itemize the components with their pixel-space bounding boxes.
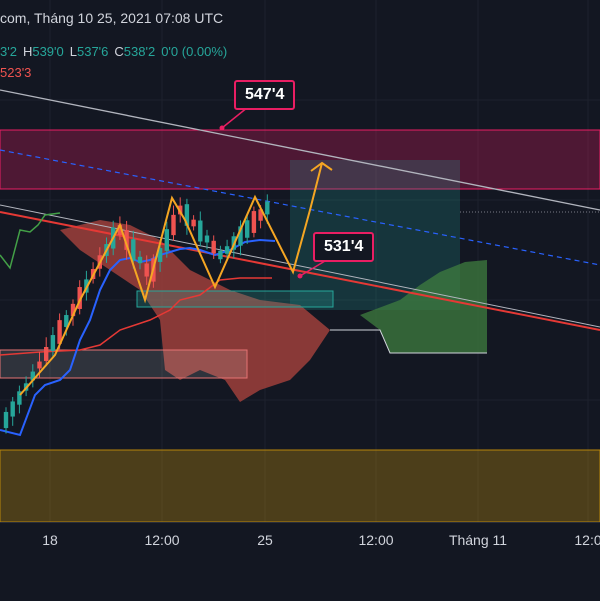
candle-body — [204, 235, 210, 243]
candle-body — [218, 250, 223, 260]
candle-body — [164, 229, 169, 251]
cloud-edge — [330, 329, 487, 354]
ohlc-field: 0'0 (0.00%) — [161, 44, 228, 59]
ohlc-field: C538'2 — [114, 44, 156, 59]
candle-body — [124, 230, 129, 250]
callout-anchor — [219, 125, 225, 131]
ohlc-field: H539'0 — [22, 44, 64, 59]
x-tick-label: 25 — [257, 532, 273, 548]
channel-lower-line — [0, 211, 600, 331]
channel-lower-line — [0, 204, 600, 328]
candle-body — [10, 401, 15, 417]
candle-body — [44, 347, 49, 361]
candle-body — [258, 209, 263, 221]
indicator-value: 523'3 — [0, 65, 32, 80]
ichimoku-cloud-bearish — [60, 220, 330, 402]
candle-body — [238, 226, 243, 246]
x-tick-label: 12:00 — [358, 532, 394, 548]
candle-body — [211, 240, 216, 254]
x-tick-label: 12:0 — [574, 532, 600, 548]
candle-body — [57, 320, 62, 344]
x-tick-label: Tháng 11 — [448, 532, 508, 548]
ohlc-field: 3'2 — [0, 44, 17, 59]
range-box — [0, 349, 248, 379]
support-zone — [0, 449, 600, 523]
candle-body — [144, 263, 149, 277]
callout-anchor — [297, 273, 303, 279]
resistance-zone — [0, 129, 600, 190]
candle-body — [171, 214, 176, 236]
zigzag-pattern — [19, 162, 323, 396]
price-label-upper[interactable]: 547'4 — [234, 80, 296, 110]
chart-title: com, Tháng 10 25, 2021 07:08 UTC — [0, 10, 224, 26]
candle-body — [3, 411, 9, 429]
candle-body — [131, 239, 136, 261]
x-tick-label: 12:00 — [144, 532, 180, 548]
candle-body — [224, 246, 230, 254]
ohlc-field: L537'6 — [69, 44, 109, 59]
candle-body — [77, 287, 82, 309]
candle-body — [50, 335, 56, 351]
candle-body — [17, 391, 22, 405]
ichimoku-cloud-bullish — [360, 260, 487, 353]
arrow-head — [310, 161, 333, 172]
candle-body — [198, 220, 203, 242]
time-axis[interactable] — [0, 522, 600, 601]
x-tick-label: 18 — [42, 532, 58, 548]
channel-upper-line — [0, 89, 600, 211]
candle-body — [70, 303, 76, 317]
price-label-lower[interactable]: 531'4 — [313, 232, 375, 262]
channel-mid-line — [0, 149, 600, 266]
candle-body — [37, 361, 42, 369]
ichimoku-base-line — [0, 277, 272, 356]
candle-body — [191, 219, 196, 227]
candle-body — [245, 220, 250, 238]
candle-body — [64, 315, 69, 327]
ichimoku-lagging-span — [0, 212, 61, 270]
candle-body — [184, 204, 190, 226]
candle-body — [157, 248, 163, 262]
candle-body — [30, 371, 35, 381]
candle-body — [251, 211, 257, 233]
candle-body — [137, 256, 143, 264]
candle-body — [265, 201, 270, 215]
range-box — [136, 290, 334, 308]
ohlc-readout: 3'2 H539'0 L537'6 C538'2 0'0 (0.00%) — [0, 44, 233, 59]
candle-body — [117, 224, 123, 236]
